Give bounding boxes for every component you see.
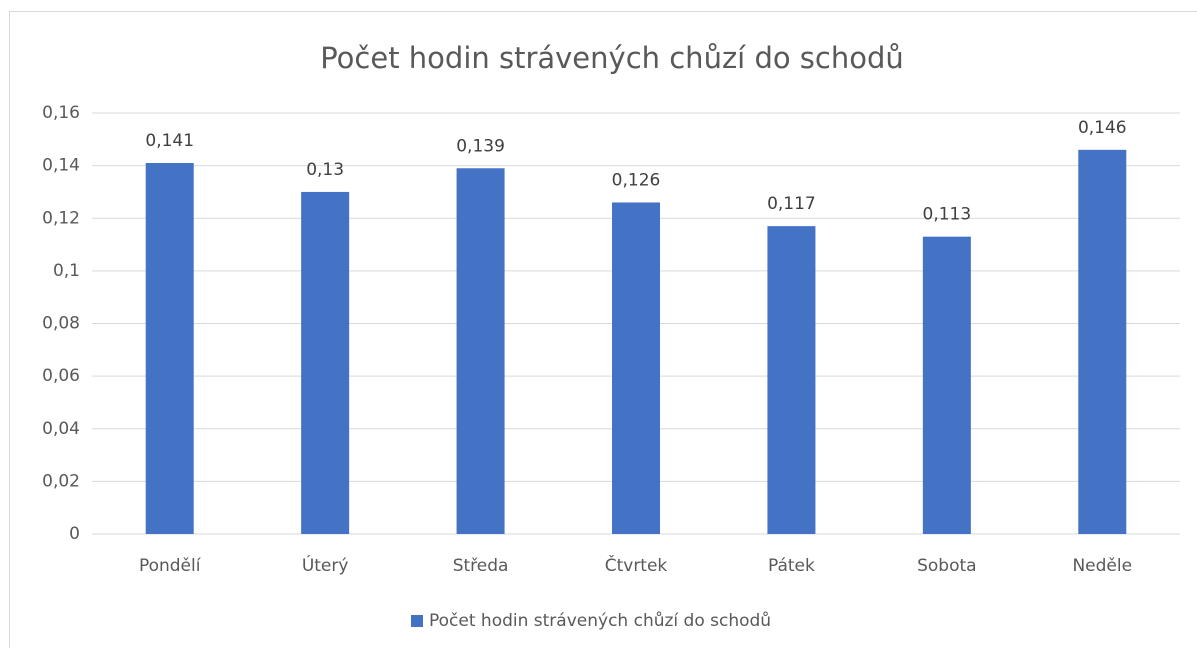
bar [922,236,971,534]
x-tick-label: Neděle [1072,556,1132,576]
y-tick-label: 0,02 [42,471,80,491]
y-tick-label: 0,08 [42,314,80,334]
y-tick-label: 0,12 [42,208,80,228]
x-tick-label: Středa [453,556,509,576]
y-tick-label: 0,1 [53,261,80,281]
x-tick-label: Pondělí [139,556,202,576]
legend-label: Počet hodin strávených chůzí do schodů [429,611,771,631]
y-tick-label: 0,04 [42,419,80,439]
x-tick-label: Sobota [917,556,976,576]
legend-swatch [411,615,423,627]
bar [145,162,194,534]
x-tick-label: Úterý [302,554,349,576]
chart-title: Počet hodin strávených chůzí do schodů [320,41,904,75]
x-tick-label: Čtvrtek [605,554,668,576]
x-tick-label: Pátek [768,556,815,576]
y-tick-label: 0 [69,524,80,544]
data-label: 0,13 [306,160,344,180]
y-tick-label: 0,16 [42,103,80,123]
data-label: 0,139 [456,136,505,156]
bar [612,202,660,534]
data-label: 0,117 [767,194,816,214]
chart-frame [9,11,1197,648]
bar [1078,149,1127,534]
bar [456,168,505,534]
data-label: 0,146 [1078,118,1127,138]
data-label: 0,126 [612,170,661,190]
bar [767,226,816,535]
y-tick-label: 0,06 [42,366,80,386]
data-label: 0,113 [923,205,972,225]
y-tick-label: 0,14 [42,156,80,176]
bar [301,191,350,534]
data-label: 0,141 [145,131,194,151]
